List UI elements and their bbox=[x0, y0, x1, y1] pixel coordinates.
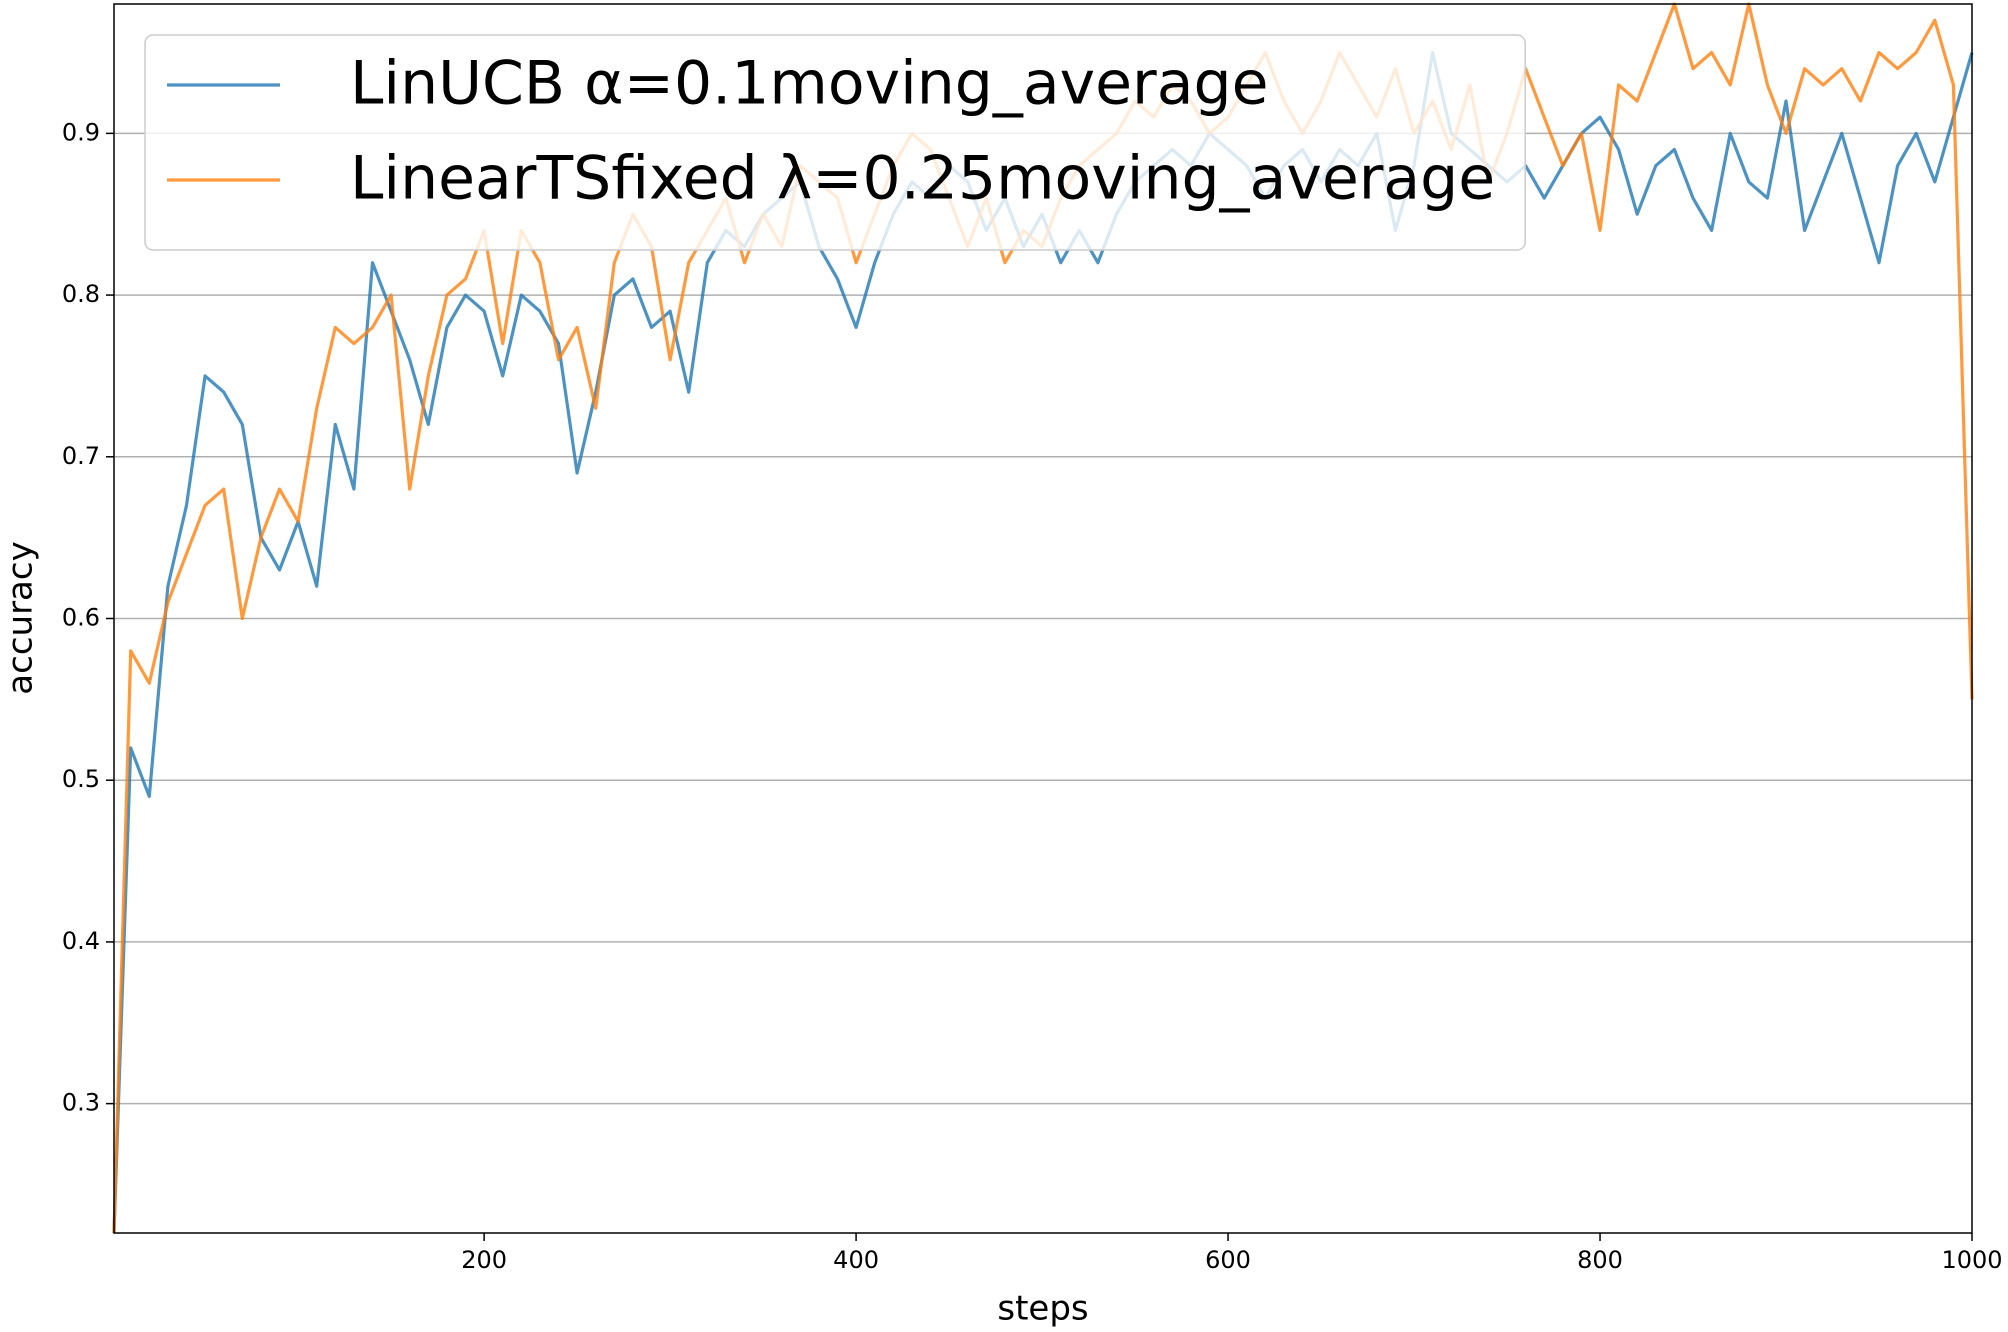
legend: LinUCB α=0.1moving_average LinearTSfixed … bbox=[144, 34, 1526, 251]
y-tick-label: 0.4 bbox=[62, 927, 100, 955]
x-tick-label: 800 bbox=[1577, 1246, 1623, 1274]
y-tick-label: 0.8 bbox=[62, 280, 100, 308]
y-tick-label: 0.9 bbox=[62, 118, 100, 146]
y-tick-label: 0.6 bbox=[62, 604, 100, 632]
y-axis-label: accuracy bbox=[1, 541, 41, 694]
legend-label: LinUCB α=0.1moving_average bbox=[350, 49, 1269, 119]
ticks: 0.3 0.4 0.5 0.6 0.7 0.8 0.9 200 400 600 800 1000 bbox=[62, 118, 2003, 1274]
grid bbox=[114, 132, 1972, 1105]
x-tick-label: 1000 bbox=[1941, 1246, 2002, 1274]
legend-box bbox=[144, 34, 1526, 251]
x-tick-label: 400 bbox=[833, 1246, 879, 1274]
y-tick-label: 0.3 bbox=[62, 1089, 100, 1117]
x-tick-label: 600 bbox=[1205, 1246, 1251, 1274]
x-axis-label: steps bbox=[997, 1289, 1088, 1329]
x-tick-label: 200 bbox=[461, 1246, 507, 1274]
y-tick-label: 0.7 bbox=[62, 442, 100, 470]
y-tick-label: 0.5 bbox=[62, 765, 100, 793]
legend-label: LinearTSfixed λ=0.25moving_average bbox=[350, 144, 1495, 214]
